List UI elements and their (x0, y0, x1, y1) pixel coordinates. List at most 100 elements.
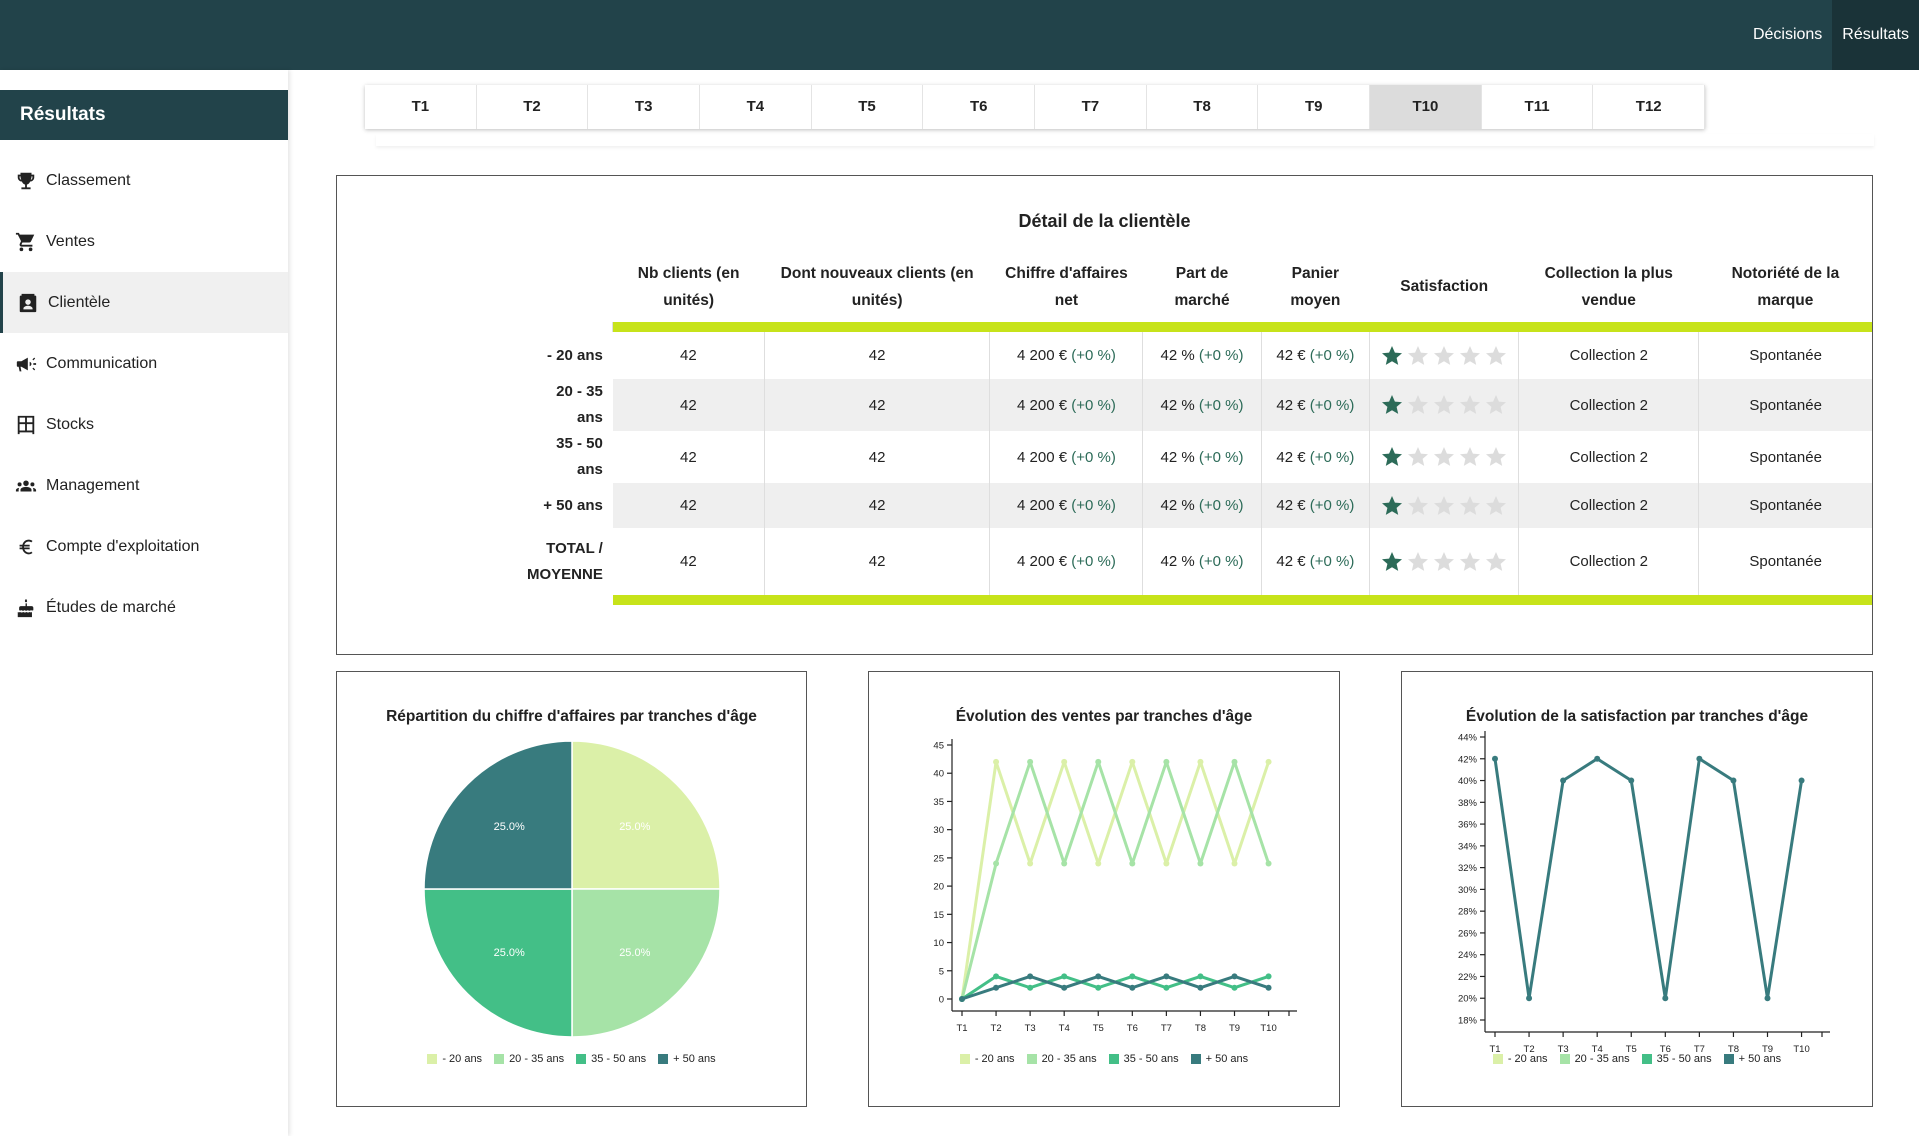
data-point[interactable] (1061, 758, 1068, 765)
data-point[interactable] (1265, 758, 1272, 765)
data-point[interactable] (1095, 973, 1102, 980)
sidebar-item-management[interactable]: Management (0, 455, 288, 516)
data-point[interactable] (1197, 973, 1204, 980)
legend-item: 20 - 35 ans (494, 1053, 564, 1065)
tab-t10[interactable]: T10 (1370, 85, 1482, 129)
pie-slice[interactable] (423, 888, 573, 1038)
data-point[interactable] (1696, 755, 1703, 762)
data-point[interactable] (993, 973, 1000, 980)
tab-t3[interactable]: T3 (588, 85, 701, 129)
sidebar-item-ventes[interactable]: Ventes (0, 211, 288, 272)
data-point[interactable] (1628, 777, 1635, 784)
data-point[interactable] (1095, 984, 1102, 991)
header-accent-bar (527, 322, 1872, 332)
star-filled-icon (1382, 495, 1403, 515)
series-line (960, 760, 1270, 1000)
data-point[interactable] (1095, 758, 1102, 765)
data-point[interactable] (1492, 755, 1498, 762)
data-point[interactable] (1129, 860, 1136, 867)
legend-label: - 20 ans (1507, 1053, 1548, 1065)
tab-t12[interactable]: T12 (1593, 85, 1706, 129)
data-point[interactable] (1027, 973, 1034, 980)
data-point[interactable] (1594, 755, 1601, 762)
data-point[interactable] (1265, 860, 1272, 867)
tab-t7[interactable]: T7 (1035, 85, 1147, 129)
y-tick-label: 30% (1458, 885, 1478, 896)
x-tick-label: T1 (1489, 1044, 1500, 1055)
data-point[interactable] (1129, 984, 1136, 991)
sidebar-item-etudes[interactable]: Études de marché (0, 577, 288, 638)
tab-t8[interactable]: T8 (1147, 85, 1259, 129)
data-point[interactable] (993, 984, 1000, 991)
tab-t1[interactable]: T1 (365, 85, 477, 129)
satisfaction-stars (1380, 393, 1508, 417)
data-point[interactable] (1095, 860, 1102, 867)
data-point[interactable] (1129, 758, 1136, 765)
data-point[interactable] (1231, 860, 1238, 867)
data-point[interactable] (1027, 984, 1034, 991)
data-point[interactable] (993, 758, 1000, 765)
data-point[interactable] (1265, 973, 1272, 980)
legend-swatch (1190, 1054, 1201, 1064)
cell-collection: Collection 2 (1518, 379, 1700, 431)
tab-t9[interactable]: T9 (1258, 85, 1371, 129)
data-point[interactable] (1265, 984, 1272, 991)
sidebar-item-clientele[interactable]: Clientèle (0, 272, 288, 333)
data-point[interactable] (959, 996, 965, 1002)
data-point[interactable] (1163, 860, 1170, 867)
x-tick-label: T10 (1793, 1044, 1809, 1055)
data-point[interactable] (1197, 860, 1204, 867)
data-point[interactable] (1197, 758, 1204, 765)
data-point[interactable] (1129, 973, 1136, 980)
legend-item: - 20 ans (1492, 1053, 1548, 1065)
data-point[interactable] (1662, 995, 1669, 1002)
cell-ca-delta: (+0 %) (1071, 497, 1116, 514)
data-point[interactable] (1061, 973, 1068, 980)
pie-slice[interactable] (571, 740, 721, 890)
data-point[interactable] (1560, 777, 1567, 784)
star-empty-icon (1486, 495, 1507, 515)
y-tick-label: 20 (933, 882, 944, 893)
data-point[interactable] (1027, 860, 1034, 867)
data-point[interactable] (1027, 758, 1034, 765)
pie-slice[interactable] (423, 740, 573, 890)
header-ca: Chiffre d'affaires net (1005, 265, 1128, 309)
tab-t4[interactable]: T4 (700, 85, 812, 129)
data-point[interactable] (1730, 777, 1737, 784)
data-point[interactable] (993, 860, 1000, 867)
star-empty-icon (1460, 447, 1481, 466)
sidebar-item-label: Management (46, 476, 140, 494)
pie-slice[interactable] (571, 888, 721, 1038)
cell-notoriete: Spontanée (1749, 448, 1822, 466)
data-point[interactable] (1163, 984, 1170, 991)
data-point[interactable] (1764, 995, 1771, 1002)
data-point[interactable] (1231, 973, 1238, 980)
data-point[interactable] (1526, 995, 1533, 1002)
data-point[interactable] (1197, 984, 1204, 991)
pie-chart-title: Répartition du chiffre d'affaires par tr… (386, 708, 757, 725)
tab-t2[interactable]: T2 (477, 85, 589, 129)
sidebar-item-classement[interactable]: Classement (0, 150, 288, 211)
tab-t11[interactable]: T11 (1482, 85, 1594, 129)
legend-swatch (427, 1054, 438, 1064)
sidebar-item-compte[interactable]: Compte d'exploitation (0, 516, 288, 577)
data-point[interactable] (1231, 984, 1238, 991)
sidebar-item-communication[interactable]: Communication (0, 333, 288, 394)
x-tick-label: T8 (1195, 1023, 1206, 1034)
sidebar-item-stocks[interactable]: Stocks (0, 394, 288, 455)
y-tick-label: 38% (1458, 798, 1478, 809)
data-point[interactable] (1163, 758, 1170, 765)
data-point[interactable] (1061, 860, 1068, 867)
clientele-panel: Détail de la clientèle Nb clients (en un… (336, 175, 1873, 655)
tab-t6[interactable]: T6 (923, 85, 1036, 129)
data-point[interactable] (1061, 984, 1068, 991)
star-empty-icon (1460, 345, 1481, 365)
data-point[interactable] (1798, 777, 1805, 784)
y-tick-label: 5 (939, 966, 944, 977)
nav-results-link[interactable]: Résultats (1832, 0, 1919, 70)
tab-t5[interactable]: T5 (812, 85, 924, 129)
data-point[interactable] (1231, 758, 1238, 765)
data-point[interactable] (1163, 973, 1170, 980)
nav-decisions-link[interactable]: Décisions (1752, 26, 1823, 43)
cell-panier-value: 42 € (1276, 396, 1306, 414)
